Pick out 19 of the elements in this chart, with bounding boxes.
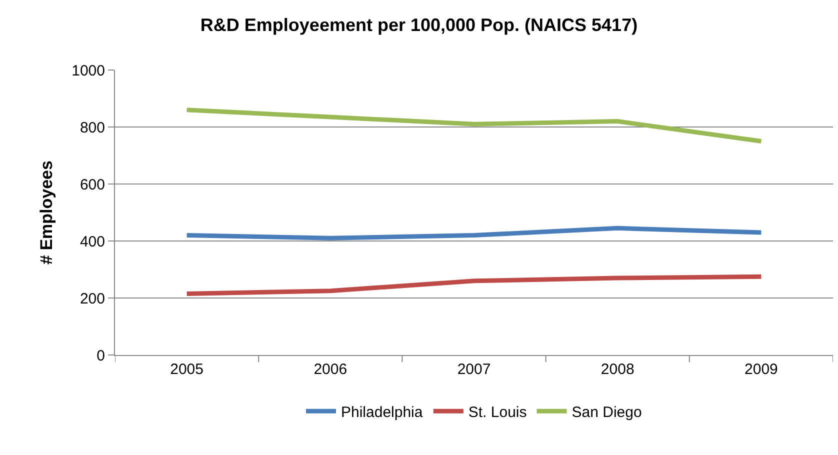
chart-title: R&D Employeement per 100,000 Pop. (NAICS 5417) <box>200 14 638 35</box>
line-series <box>184 108 764 144</box>
x-tick-label: 2007 <box>457 361 491 378</box>
y-tick-label: 800 <box>80 119 105 136</box>
y-tick-label: 400 <box>80 233 105 250</box>
y-tick-label: 0 <box>96 347 105 364</box>
x-tick-label: 2009 <box>744 361 778 378</box>
y-tick-label: 200 <box>80 290 105 308</box>
y-axis-title: # Employees <box>37 160 56 264</box>
y-tick-label: 600 <box>80 176 105 194</box>
legend-label: St. Louis <box>468 404 527 421</box>
line-series <box>184 274 764 296</box>
x-tick-label: 2006 <box>314 361 348 378</box>
legend-label: San Diego <box>572 404 642 421</box>
x-tick-label: 2005 <box>170 361 204 378</box>
legend-label: Philadelphia <box>341 404 424 421</box>
x-tick-label: 2008 <box>600 361 634 378</box>
line-series <box>184 226 764 240</box>
y-tick-label: 1000 <box>72 62 105 80</box>
